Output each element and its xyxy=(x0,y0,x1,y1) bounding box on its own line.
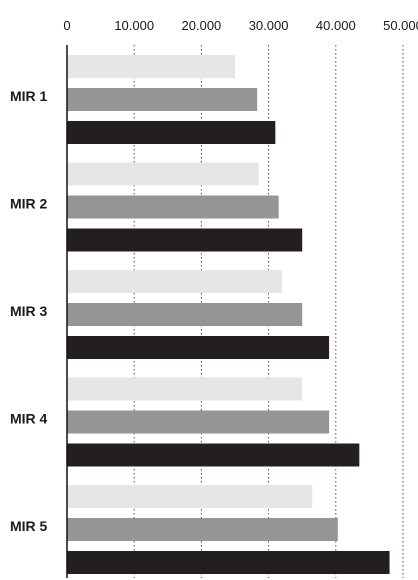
x-tick-label: 40.000 xyxy=(316,18,356,33)
bar xyxy=(67,88,258,111)
bar xyxy=(67,336,330,359)
bar xyxy=(67,410,330,434)
bar xyxy=(67,518,338,541)
bar xyxy=(67,228,303,252)
x-tick-label: 10.000 xyxy=(114,18,154,33)
x-tick-label: 20.000 xyxy=(182,18,222,33)
bar xyxy=(67,551,390,574)
bar xyxy=(67,55,235,78)
category-label: MIR 4 xyxy=(10,411,48,427)
bar xyxy=(67,303,303,326)
bar xyxy=(67,195,279,219)
x-tick-label: 50.000 xyxy=(383,18,418,33)
x-tick-label: 30.000 xyxy=(249,18,289,33)
bar xyxy=(67,485,313,508)
category-label: MIR 3 xyxy=(10,303,48,319)
bar xyxy=(67,162,259,186)
x-tick-label: 0 xyxy=(63,18,70,33)
category-label: MIR 1 xyxy=(10,88,48,104)
category-label: MIR 5 xyxy=(10,518,48,534)
bar xyxy=(67,377,303,401)
bar xyxy=(67,121,276,144)
category-labels: MIR 1 MIR 2 MIR 3 MIR 4 MIR 5 xyxy=(10,88,48,534)
bar xyxy=(67,443,360,467)
bars xyxy=(67,55,390,574)
category-label: MIR 2 xyxy=(10,196,48,212)
x-tick-labels: 0 10.000 20.000 30.000 40.000 50.000 xyxy=(63,18,418,33)
bar xyxy=(67,270,283,293)
